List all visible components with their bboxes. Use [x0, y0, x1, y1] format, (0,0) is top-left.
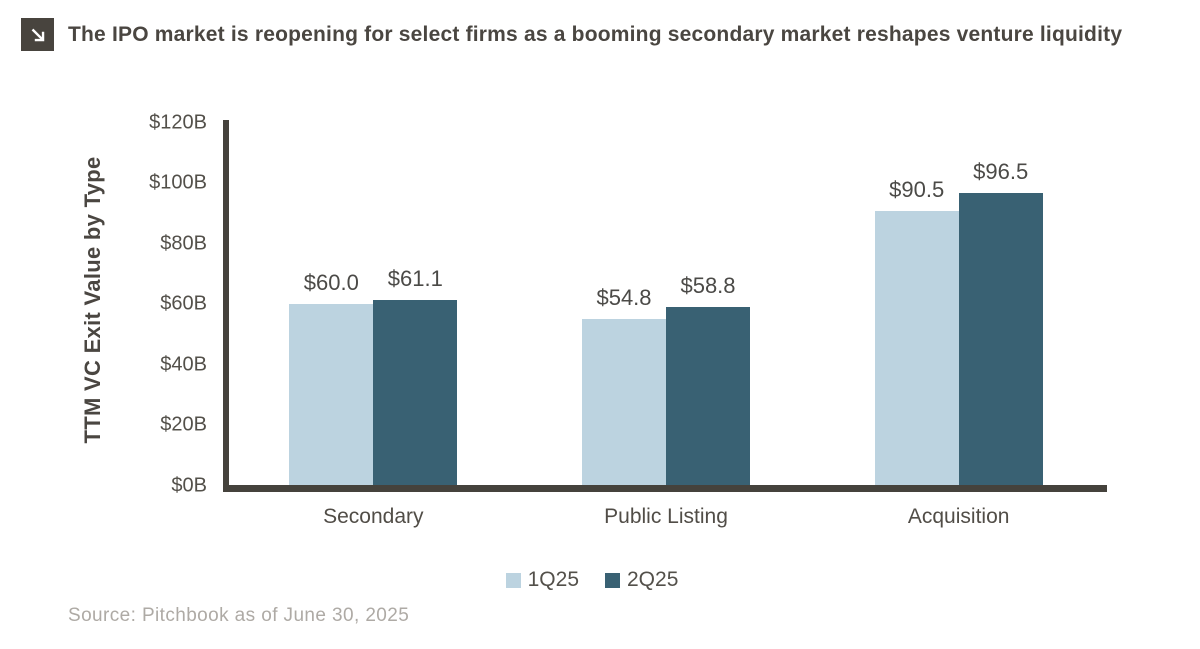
bar-2q25-secondary [373, 300, 458, 485]
y-axis-tick: $60B [160, 292, 207, 315]
legend-label-2q25: 2Q25 [627, 568, 679, 591]
y-axis-tick: $20B [160, 413, 207, 436]
chart-title: The IPO market is reopening for select f… [68, 23, 1123, 46]
y-axis-tick: $40B [160, 353, 207, 375]
bar-2q25-acquisition [958, 193, 1043, 485]
y-axis-tick: $120B [149, 111, 207, 133]
bar-value-label: $61.1 [387, 266, 443, 292]
bar-2q25-public-listing [666, 307, 750, 485]
x-axis-label-acquisition: Acquisition [907, 505, 1010, 528]
bar-value-label: $90.5 [889, 177, 945, 203]
bar-1q25-public-listing [582, 319, 666, 485]
y-axis-tick: $100B [149, 171, 207, 194]
legend: 1Q25 2Q25 [0, 568, 1184, 592]
bar-value-label: $96.5 [973, 159, 1029, 185]
bar-value-label: $60.0 [303, 269, 359, 295]
x-axis-label-secondary: Secondary [323, 505, 424, 528]
y-axis-tick: $0B [171, 474, 207, 496]
legend-item-2q25: 2Q25 [605, 568, 678, 592]
legend-item-1q25: 1Q25 [505, 568, 579, 592]
legend-swatch-2q25 [605, 572, 620, 588]
y-axis-line [223, 120, 229, 489]
legend-label-1q25: 1Q25 [527, 568, 579, 591]
y-axis-tick: $80B [160, 232, 207, 254]
source-note: Source: Pitchbook as of June 30, 2025 [68, 605, 410, 626]
x-axis-label-public-listing: Public Listing [604, 505, 728, 528]
bar-1q25-secondary [289, 303, 374, 485]
bar-1q25-acquisition [874, 211, 959, 485]
x-axis-line [223, 485, 1107, 492]
arrow-down-right-icon [21, 18, 54, 51]
legend-swatch-1q25 [505, 572, 521, 588]
bar-value-label: $54.8 [596, 285, 652, 311]
bar-value-label: $58.8 [680, 273, 736, 299]
y-axis-title: TTM VC Exit Value by Type [80, 156, 105, 444]
